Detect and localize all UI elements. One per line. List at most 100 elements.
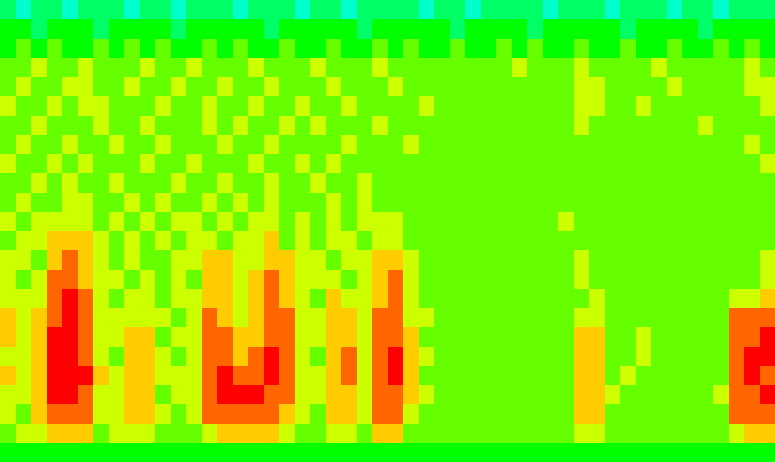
heatmap-cell — [109, 0, 125, 20]
heatmap-cell — [0, 327, 16, 347]
heatmap-cell — [217, 385, 233, 405]
heatmap-cell — [310, 96, 326, 116]
heatmap-cell — [620, 308, 636, 328]
heatmap-cell — [589, 212, 605, 232]
heatmap-cell — [605, 96, 621, 116]
heatmap-cell — [682, 77, 698, 97]
heatmap-cell — [109, 385, 125, 405]
heatmap-cell — [310, 250, 326, 270]
heatmap-cell — [574, 96, 590, 116]
heatmap-cell — [140, 116, 156, 136]
heatmap-cell — [279, 19, 295, 39]
heatmap-cell — [419, 289, 435, 309]
heatmap-cell — [589, 443, 605, 462]
heatmap-cell — [403, 154, 419, 174]
heatmap-cell — [698, 193, 714, 213]
heatmap-cell — [326, 385, 342, 405]
heatmap-cell — [233, 96, 249, 116]
heatmap-cell — [202, 193, 218, 213]
heatmap-cell — [713, 250, 729, 270]
heatmap-cell — [279, 96, 295, 116]
heatmap-cell — [93, 116, 109, 136]
heatmap-cell — [202, 212, 218, 232]
heatmap-cell — [403, 173, 419, 193]
heatmap-cell — [481, 289, 497, 309]
heatmap-cell — [403, 193, 419, 213]
heatmap-cell — [264, 404, 280, 424]
heatmap-cell — [605, 154, 621, 174]
heatmap-cell — [372, 116, 388, 136]
heatmap-cell — [171, 250, 187, 270]
heatmap-cell — [310, 308, 326, 328]
heatmap-cell — [16, 308, 32, 328]
heatmap-cell — [527, 77, 543, 97]
heatmap-cell — [124, 289, 140, 309]
heatmap-cell — [481, 366, 497, 386]
heatmap-cell — [357, 231, 373, 251]
heatmap-cell — [496, 135, 512, 155]
heatmap-cell — [667, 404, 683, 424]
heatmap-cell — [62, 116, 78, 136]
heatmap-cell — [155, 385, 171, 405]
heatmap-cell — [310, 289, 326, 309]
heatmap-cell — [481, 77, 497, 97]
heatmap-cell — [465, 404, 481, 424]
heatmap-cell — [744, 0, 760, 20]
heatmap-cell — [279, 58, 295, 78]
heatmap-cell — [233, 231, 249, 251]
heatmap-cell — [341, 347, 357, 367]
heatmap-cell — [109, 116, 125, 136]
heatmap-cell — [124, 424, 140, 444]
heatmap-cell — [527, 289, 543, 309]
heatmap-cell — [605, 385, 621, 405]
heatmap-cell — [465, 135, 481, 155]
heatmap-cell — [465, 173, 481, 193]
heatmap-cell — [93, 270, 109, 290]
heatmap-cell — [109, 327, 125, 347]
heatmap-cell — [109, 424, 125, 444]
heatmap-cell — [93, 347, 109, 367]
heatmap-cell — [527, 443, 543, 462]
heatmap-cell — [357, 39, 373, 59]
heatmap-cell — [481, 212, 497, 232]
heatmap-cell — [481, 404, 497, 424]
heatmap-cell — [78, 135, 94, 155]
heatmap-cell — [620, 39, 636, 59]
heatmap-cell — [667, 116, 683, 136]
heatmap-cell — [357, 77, 373, 97]
heatmap-cell — [140, 154, 156, 174]
heatmap-cell — [341, 58, 357, 78]
heatmap-cell — [155, 231, 171, 251]
heatmap-cell — [481, 193, 497, 213]
heatmap-cell — [140, 58, 156, 78]
heatmap-cell — [295, 424, 311, 444]
heatmap-cell — [248, 154, 264, 174]
heatmap-cell — [295, 308, 311, 328]
heatmap-cell — [589, 0, 605, 20]
heatmap-cell — [78, 231, 94, 251]
heatmap-cell — [403, 308, 419, 328]
heatmap-cell — [729, 443, 745, 462]
heatmap-cell — [651, 116, 667, 136]
heatmap-cell — [558, 385, 574, 405]
heatmap-cell — [481, 231, 497, 251]
heatmap-cell — [558, 19, 574, 39]
heatmap-cell — [481, 308, 497, 328]
heatmap-cell — [31, 424, 47, 444]
heatmap-cell — [512, 116, 528, 136]
heatmap-cell — [62, 327, 78, 347]
heatmap-cell — [155, 327, 171, 347]
heatmap-cell — [109, 270, 125, 290]
heatmap-cell — [93, 385, 109, 405]
heatmap-cell — [682, 231, 698, 251]
heatmap-cell — [744, 443, 760, 462]
heatmap-cell — [264, 250, 280, 270]
heatmap-cell — [558, 404, 574, 424]
plot — [0, 0, 775, 462]
heatmap-cell — [589, 231, 605, 251]
heatmap-cell — [419, 0, 435, 20]
heatmap-cell — [651, 404, 667, 424]
heatmap-cell — [109, 96, 125, 116]
heatmap-cell — [264, 443, 280, 462]
heatmap-cell — [496, 96, 512, 116]
